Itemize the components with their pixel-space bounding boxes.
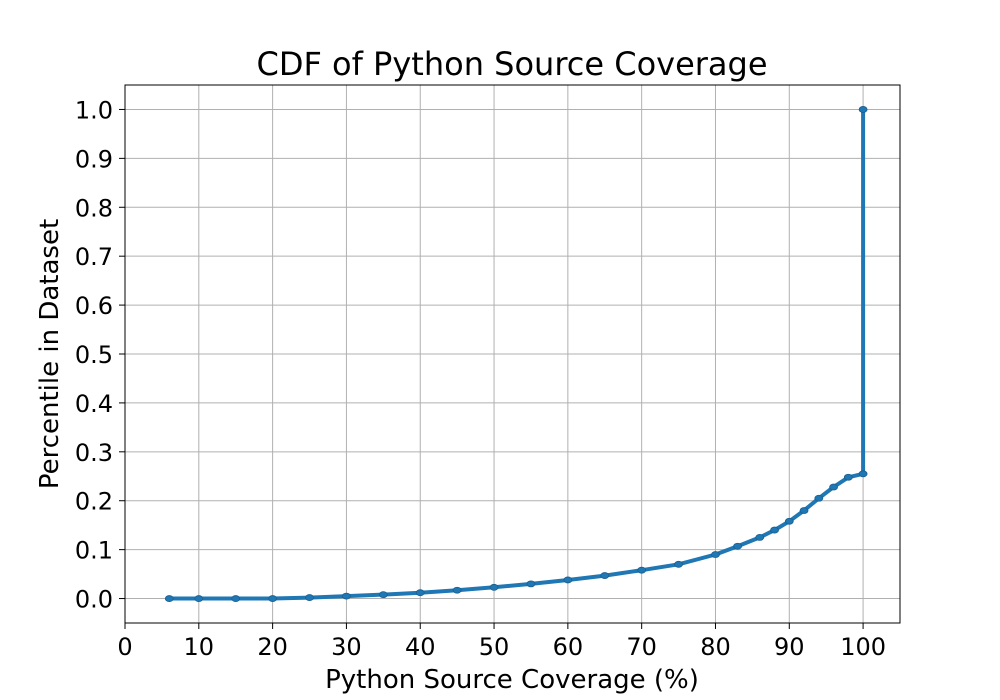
x-tick-label: 90 [774,633,805,661]
cdf-data-point [600,572,610,579]
cdf-data-point [674,560,683,568]
x-tick-label: 70 [626,633,657,661]
x-tick-label: 100 [840,633,886,661]
y-tick-label: 0.0 [75,586,113,614]
cdf-data-point [784,517,794,525]
cdf-data-point [711,551,720,558]
cdf-data-point [733,542,743,550]
y-tick-label: 0.5 [75,341,113,369]
y-axis-label: Percentile in Dataset [35,219,65,489]
cdf-data-point [829,483,838,491]
cdf-data-point [637,566,647,574]
cdf-data-point [268,595,278,602]
cdf-data-point [305,594,314,601]
y-tick-label: 0.2 [75,488,113,516]
y-tick-label: 0.6 [75,292,113,320]
cdf-data-point [378,591,388,599]
cdf-data-point [526,580,536,588]
cdf-data-point [858,106,868,113]
y-tick-label: 0.9 [75,145,113,173]
cdf-data-point [415,589,425,597]
cdf-data-point [858,470,868,478]
y-tick-label: 0.1 [75,537,113,565]
y-tick-label: 0.8 [75,194,113,222]
cdf-data-point [563,576,573,584]
x-tick-label: 50 [479,633,510,661]
y-tick-label: 0.3 [75,439,113,467]
x-tick-label: 20 [257,633,288,661]
x-tick-label: 10 [184,633,215,661]
x-tick-label: 80 [700,633,731,661]
x-tick-label: 60 [553,633,584,661]
y-tick-label: 1.0 [75,96,113,124]
chart-title: CDF of Python Source Coverage [256,45,767,83]
cdf-data-point [342,592,351,600]
y-tick-label: 0.7 [75,243,113,271]
cdf-data-point [814,494,824,502]
x-tick-label: 0 [117,633,132,661]
cdf-data-point [799,507,809,514]
cdf-data-point [231,595,241,602]
x-tick-label: 30 [331,633,362,661]
cdf-data-point [770,526,779,534]
cdf-data-point [843,473,853,481]
cdf-data-point [755,534,765,541]
cdf-data-point [164,595,174,602]
x-axis-label: Python Source Coverage (%) [325,665,699,695]
cdf-data-point [452,586,462,594]
x-tick-label: 40 [405,633,436,661]
cdf-data-point [194,595,204,602]
axis-ticks: 0 10 20 30 40 50 60 70 80 90 100 0.0 0.1 0.2 0.3 0.4 0.5… [75,96,886,661]
data-series [164,106,868,602]
cdf-data-point [489,583,499,591]
y-tick-label: 0.4 [75,390,113,418]
